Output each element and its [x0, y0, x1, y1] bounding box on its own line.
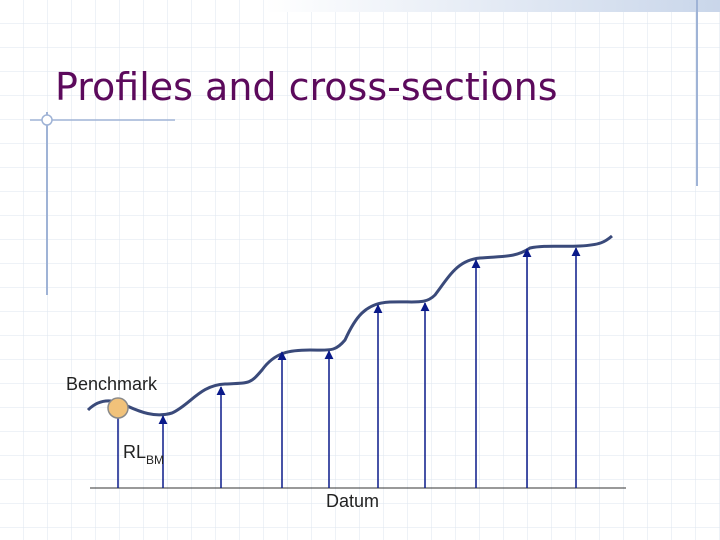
benchmark-marker [107, 397, 129, 419]
rule-node [41, 114, 53, 126]
rl-subscript: BM [146, 453, 164, 467]
rl-main: RL [123, 442, 146, 462]
benchmark-label: Benchmark [66, 374, 158, 394]
datum-label: Datum [326, 491, 379, 511]
top-bar [265, 0, 720, 12]
title: Profiles and cross-sections [55, 65, 558, 109]
ground-profile [86, 234, 613, 417]
height-arrows [113, 247, 581, 488]
rl-label: RLBM [123, 442, 164, 467]
